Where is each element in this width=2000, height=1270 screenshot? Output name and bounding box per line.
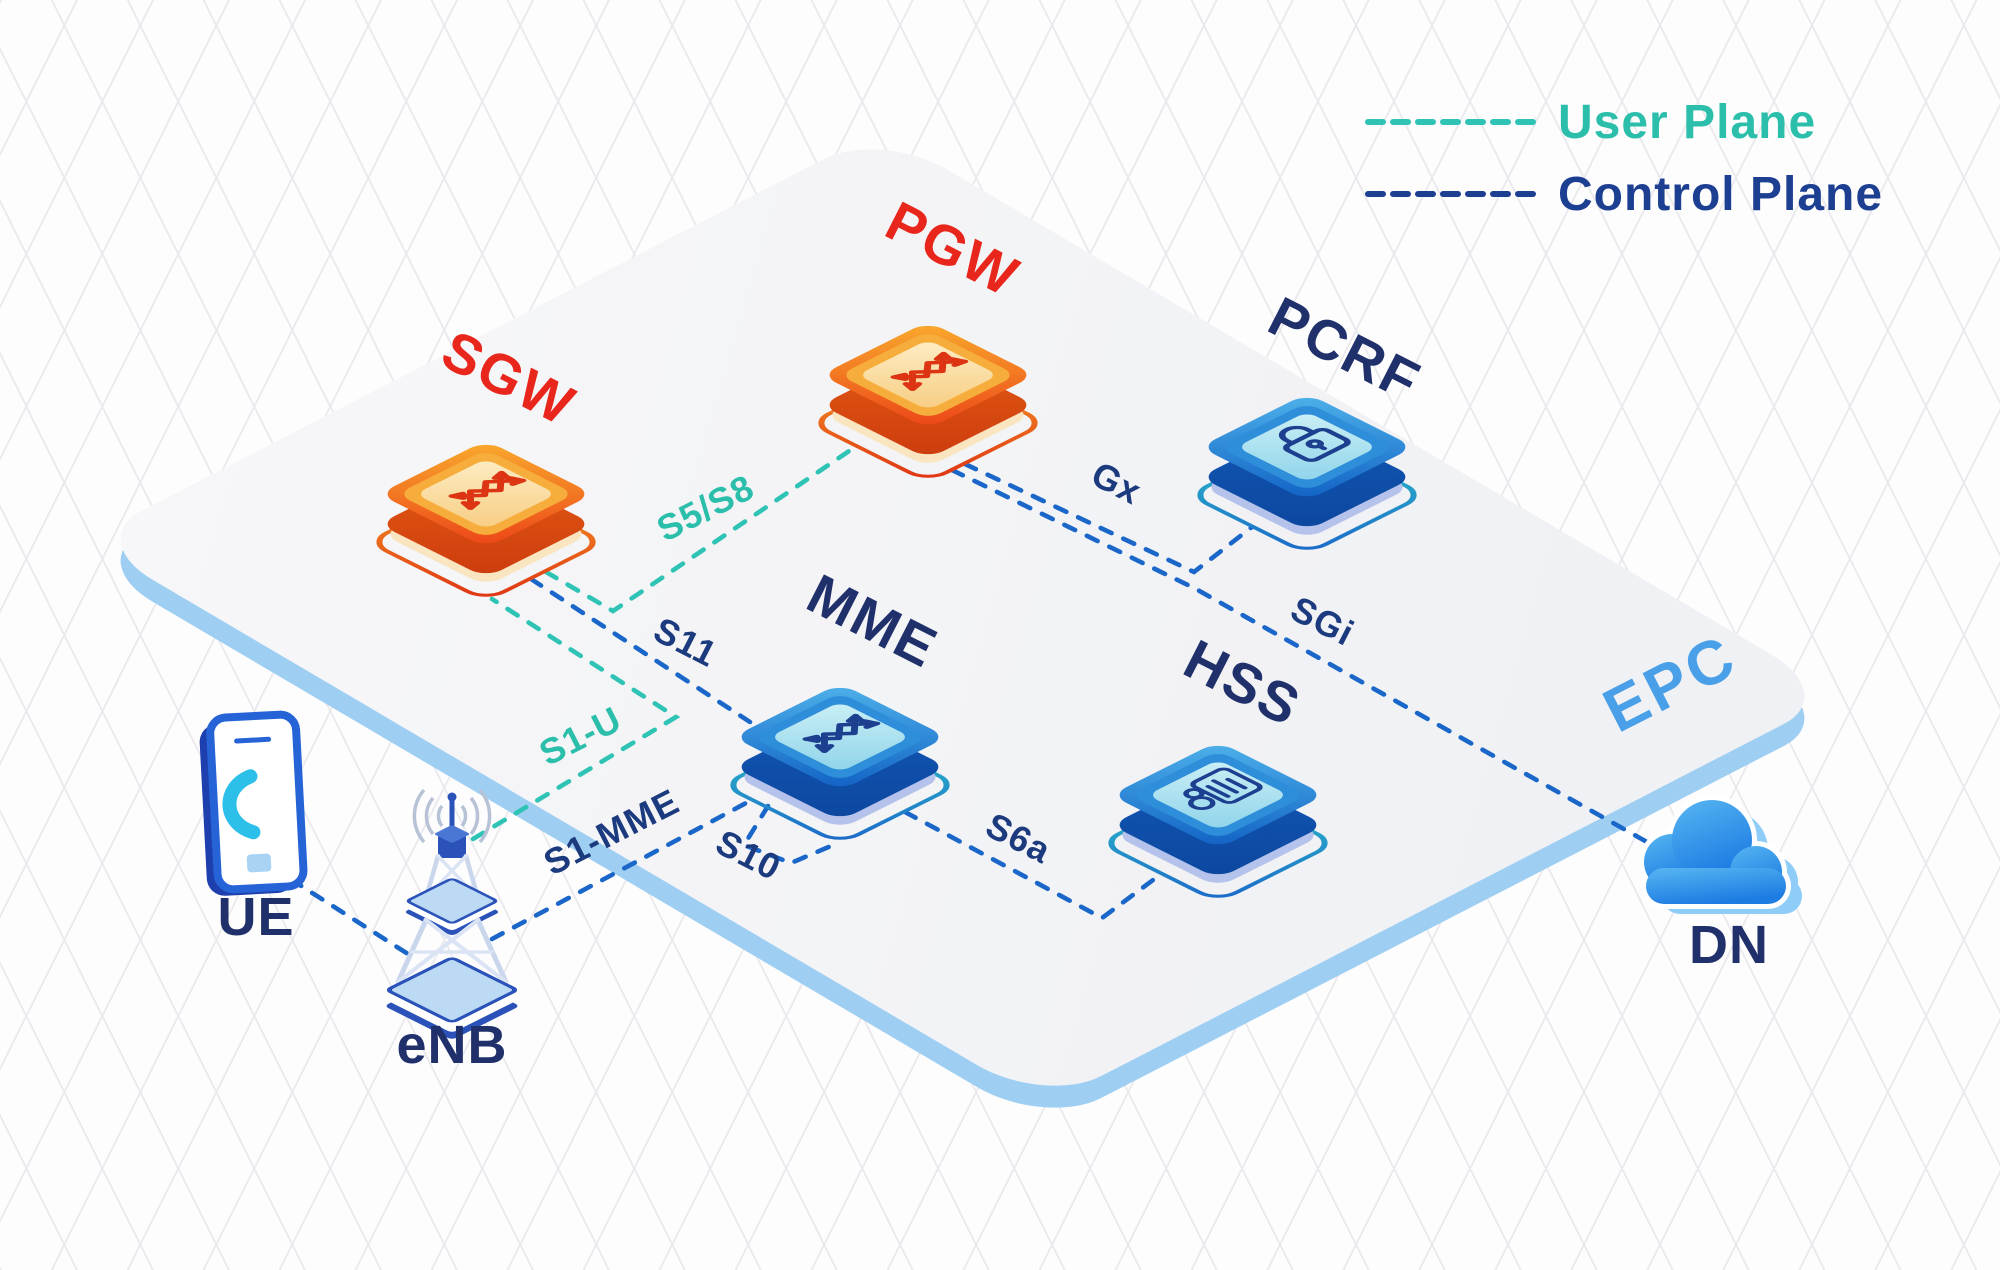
radio-waves-icon (412, 788, 492, 844)
pgw-node (818, 325, 1038, 478)
epc-platform-top (120, 149, 1805, 1086)
link-s5s8-line (543, 444, 858, 614)
radio-tower-icon (386, 788, 518, 1039)
sgw-node (376, 444, 596, 597)
link-s1mme-line (489, 799, 751, 942)
link-s6a-line (902, 809, 1156, 921)
ue-node (199, 710, 308, 896)
link-gx-line (962, 461, 1255, 575)
pcrf-node (1197, 397, 1417, 550)
enb-node (386, 788, 518, 1039)
link-sgi-line (949, 467, 1675, 859)
node-label-ue: UE (217, 887, 294, 947)
node-label-dn: DN (1689, 915, 1769, 975)
legend: User Plane Control Plane (1365, 96, 1883, 221)
mme-node (730, 687, 950, 840)
legend-user-plane-label: User Plane (1558, 96, 1816, 149)
smartphone-icon (199, 710, 308, 896)
node-label-enb: eNB (396, 1015, 507, 1075)
dn-node (1639, 795, 1802, 914)
epc-platform: EPC (120, 149, 1805, 1108)
link-s11-line (528, 576, 753, 725)
link-s1u-line (470, 596, 681, 842)
hss-node (1108, 745, 1328, 898)
link-s10-loop-line (740, 803, 841, 866)
legend-control-plane-label: Control Plane (1558, 168, 1883, 221)
cloud-icon (1639, 795, 1802, 914)
